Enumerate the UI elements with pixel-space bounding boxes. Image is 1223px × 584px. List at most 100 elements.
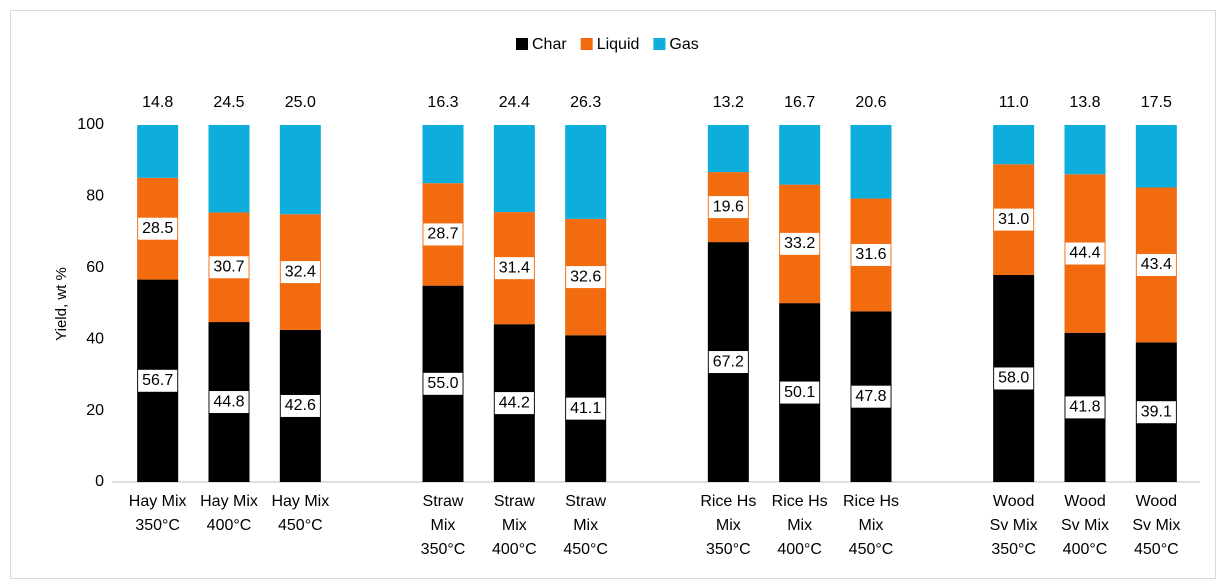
data-label: 44.2 — [499, 394, 530, 411]
y-tick-label: 0 — [95, 473, 104, 490]
x-tick-label: Straw Mix 450°C — [563, 493, 608, 558]
data-label: 58.0 — [998, 370, 1029, 387]
label-bg — [138, 92, 178, 114]
y-tick-label: 20 — [86, 402, 104, 419]
bar-segment — [565, 125, 607, 219]
bar-segment — [993, 125, 1035, 165]
label-bg — [494, 392, 534, 415]
data-label: 56.7 — [142, 372, 173, 389]
data-label: 24.4 — [499, 94, 530, 111]
y-axis-label: Yield, wt % — [53, 267, 70, 341]
data-label: 13.8 — [1069, 94, 1100, 111]
x-tick-label: Hay Mix 450°C — [271, 493, 329, 534]
label-bg — [780, 92, 820, 114]
label-bg — [1065, 242, 1105, 265]
x-tick-label: Wood Sv Mix 350°C — [990, 493, 1038, 558]
legend-label: Liquid — [597, 36, 640, 53]
data-label: 31.0 — [998, 211, 1029, 228]
label-bg — [494, 257, 534, 280]
label-bg — [423, 372, 463, 395]
label-bg — [851, 92, 891, 114]
data-label: 31.6 — [855, 246, 886, 263]
legend-swatch — [580, 38, 593, 50]
x-tick-label: Wood Sv Mix 400°C — [1061, 493, 1109, 558]
label-bg — [708, 196, 748, 219]
data-label: 44.8 — [213, 393, 244, 410]
x-tick-label: Rice Hs Mix 350°C — [700, 493, 756, 558]
x-tick-label: Rice Hs Mix 400°C — [772, 493, 828, 558]
bar-segment — [279, 125, 321, 215]
label-bg — [423, 223, 463, 246]
label-bg — [780, 232, 820, 255]
label-bg — [994, 92, 1033, 114]
data-label: 44.4 — [1069, 245, 1100, 262]
bar-segment — [1135, 125, 1177, 188]
bar-segment — [850, 125, 892, 199]
data-label: 42.6 — [285, 397, 316, 414]
label-bg — [1065, 396, 1105, 419]
data-label: 13.2 — [713, 94, 744, 111]
legend-label: Char — [532, 36, 567, 53]
label-bg — [1136, 253, 1176, 276]
data-label: 33.2 — [784, 235, 815, 252]
data-label: 31.4 — [499, 259, 530, 276]
label-bg — [780, 381, 820, 404]
data-label: 19.6 — [713, 198, 744, 215]
label-bg — [566, 266, 606, 289]
data-label: 67.2 — [713, 353, 744, 370]
label-bg — [994, 367, 1034, 390]
label-bg — [1136, 92, 1176, 114]
x-tick-label: Wood Sv Mix 450°C — [1132, 493, 1180, 558]
label-bg — [423, 92, 463, 114]
y-tick-label: 40 — [86, 330, 104, 347]
label-bg — [708, 351, 748, 374]
bar-segment — [137, 125, 179, 178]
label-bg — [138, 217, 178, 240]
data-label: 14.8 — [142, 94, 173, 111]
data-label: 28.5 — [142, 220, 173, 237]
legend-label: Gas — [669, 36, 698, 53]
label-bg — [851, 243, 891, 266]
bar-segment — [707, 125, 749, 173]
x-tick-label: Straw Mix 350°C — [421, 493, 466, 558]
label-bg — [280, 261, 320, 284]
label-bg — [851, 385, 891, 408]
data-label: 17.5 — [1141, 94, 1172, 111]
data-label: 30.7 — [213, 258, 244, 275]
data-label: 20.6 — [855, 94, 886, 111]
data-label: 26.3 — [570, 94, 601, 111]
label-bg — [209, 256, 249, 279]
data-label: 16.7 — [784, 94, 815, 111]
bar-segment — [422, 125, 464, 184]
label-bg — [1065, 92, 1105, 114]
data-label: 43.4 — [1141, 256, 1172, 273]
data-label: 28.7 — [427, 226, 458, 243]
data-label: 39.1 — [1141, 403, 1172, 420]
label-bg — [494, 92, 534, 114]
label-bg — [994, 208, 1034, 231]
data-label: 47.8 — [855, 388, 886, 405]
data-label: 55.0 — [427, 375, 458, 392]
label-bg — [708, 92, 748, 114]
data-label: 50.1 — [784, 384, 815, 401]
label-bg — [209, 92, 249, 114]
label-bg — [209, 391, 249, 414]
label-bg — [566, 92, 606, 114]
y-tick-label: 80 — [86, 188, 104, 205]
data-label: 16.3 — [427, 94, 458, 111]
data-label: 41.8 — [1069, 399, 1100, 416]
x-tick-label: Rice Hs Mix 450°C — [843, 493, 899, 558]
x-tick-label: Hay Mix 400°C — [200, 493, 258, 534]
data-label: 11.0 — [999, 94, 1029, 111]
data-label: 32.6 — [570, 268, 601, 285]
data-label: 32.4 — [285, 263, 316, 280]
chart-frame — [10, 10, 1216, 579]
legend-swatch — [653, 38, 666, 50]
label-bg — [280, 394, 320, 417]
label-bg — [138, 369, 178, 392]
bar-segment — [208, 125, 250, 213]
label-bg — [1136, 401, 1176, 424]
label-bg — [566, 397, 606, 420]
y-tick-label: 60 — [86, 259, 104, 276]
